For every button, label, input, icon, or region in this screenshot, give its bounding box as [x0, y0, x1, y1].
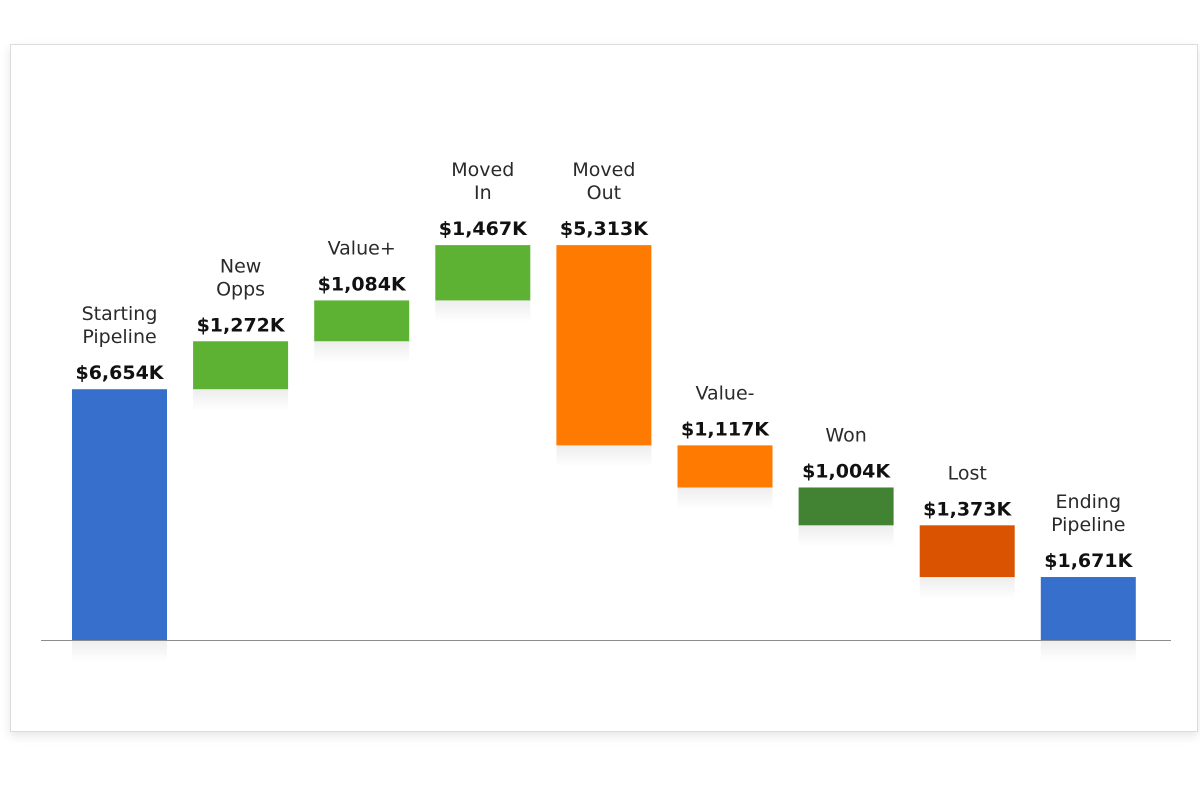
bar-reflection — [919, 577, 1015, 600]
bars-layer — [72, 245, 1136, 662]
bar-reflection — [435, 300, 531, 323]
data-label: $5,313K — [560, 218, 649, 240]
data-label: $1,004K — [802, 460, 891, 482]
bar-moved-out — [556, 245, 652, 446]
bar-lost — [919, 525, 1015, 578]
bar-ending-pipeline — [1040, 577, 1136, 640]
data-label: $1,117K — [681, 418, 770, 440]
bar-moved-in — [435, 245, 531, 301]
chart-card: $6,654K Starting Pipeline $1,272K New Opps $1,… — [10, 44, 1198, 732]
category-label: Value+ — [328, 237, 396, 259]
data-label: $1,272K — [197, 314, 286, 336]
data-label: $1,373K — [923, 498, 1012, 520]
category-label: In — [474, 182, 492, 204]
category-label: Out — [587, 182, 621, 204]
bar-reflection — [1040, 640, 1136, 662]
category-label: Moved — [451, 159, 514, 181]
category-label: New — [220, 255, 261, 277]
bar-reflection — [677, 487, 773, 510]
category-label: Pipeline — [1051, 514, 1125, 536]
bar-starting-pipeline — [72, 389, 167, 640]
data-label: $1,671K — [1044, 550, 1133, 572]
category-label: Moved — [572, 159, 635, 181]
category-label: Ending — [1056, 491, 1122, 513]
data-label: $6,654K — [75, 362, 164, 384]
category-label: Value- — [695, 382, 754, 404]
category-label: Won — [825, 424, 866, 446]
bar-reflection — [72, 640, 167, 662]
bar-value — [314, 300, 410, 342]
category-label: Opps — [216, 278, 265, 300]
bar-reflection — [314, 341, 410, 364]
bar-reflection — [193, 389, 289, 412]
category-label: Pipeline — [82, 326, 156, 348]
bar-value — [677, 445, 773, 488]
bar-reflection — [798, 525, 894, 548]
data-label: $1,467K — [439, 218, 528, 240]
bar-reflection — [556, 445, 652, 468]
bar-new-opps — [193, 341, 289, 390]
category-label: Starting — [82, 303, 158, 325]
category-label: Lost — [948, 462, 987, 484]
bar-won — [798, 487, 894, 526]
data-label: $1,084K — [318, 273, 407, 295]
